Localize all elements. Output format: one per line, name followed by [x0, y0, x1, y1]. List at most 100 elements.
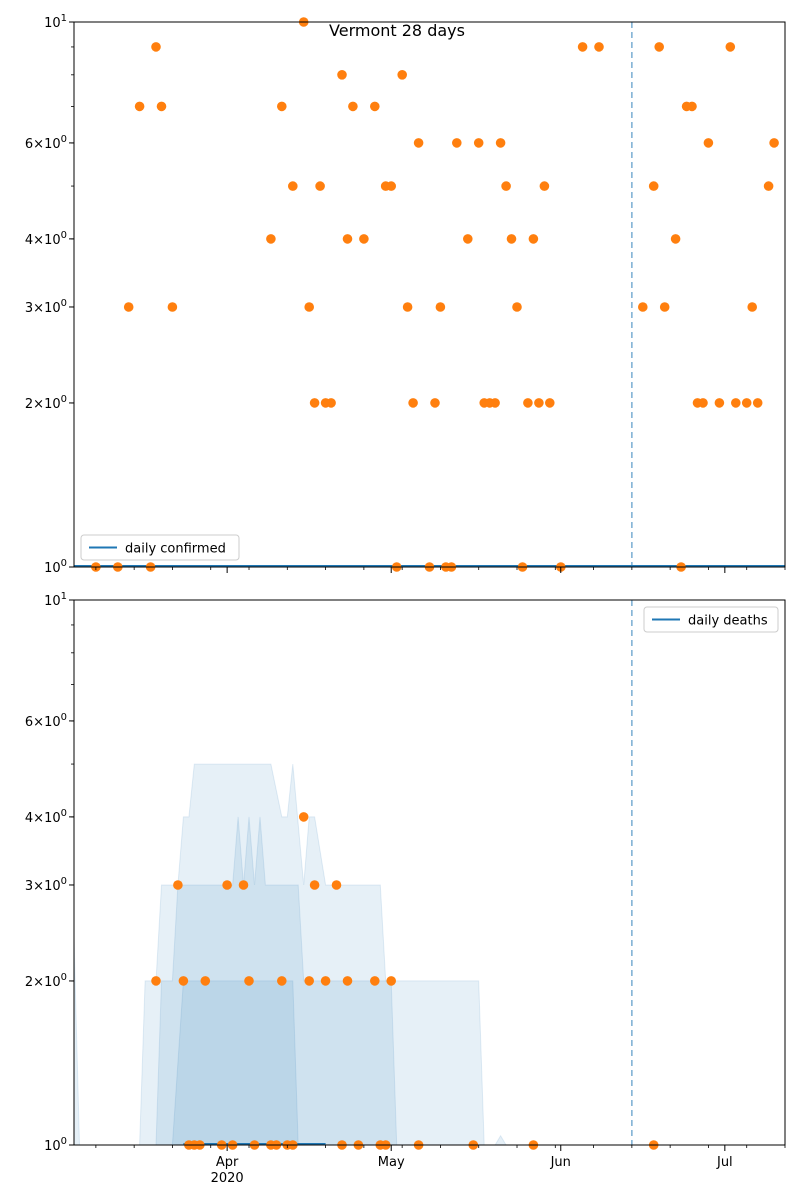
confidence-band-0: [74, 763, 507, 1145]
y-tick-label: 3×100: [25, 298, 67, 316]
data-point: [523, 398, 533, 408]
data-point: [370, 976, 380, 986]
legend: daily confirmed: [80, 534, 240, 561]
data-point: [298, 812, 309, 822]
data-point: [408, 398, 418, 408]
data-point: [222, 880, 232, 890]
data-point: [512, 302, 522, 312]
data-point: [331, 880, 342, 890]
data-point: [386, 976, 397, 986]
data-point: [244, 976, 254, 986]
data-point: [173, 880, 183, 890]
x-tick-label: Jun: [550, 1155, 571, 1170]
data-point: [397, 70, 408, 80]
data-point: [714, 398, 725, 408]
deaths-panel: 100 2×100 3×100 4×100 6×100 101 Apr May Jun Jul 20…: [25, 591, 786, 1186]
data-point: [654, 42, 664, 52]
data-point: [731, 398, 741, 408]
data-point: [402, 302, 413, 312]
data-point: [326, 398, 336, 408]
x-axis: [95, 567, 786, 573]
data-point: [648, 181, 659, 191]
y-tick-label: 6×100: [25, 134, 67, 152]
data-point: [151, 976, 161, 986]
y-axis: 100 2×100 3×100 4×100 6×100 101: [25, 591, 74, 1154]
data-point: [167, 302, 178, 312]
data-point: [752, 398, 763, 408]
data-point: [463, 234, 473, 244]
data-point: [200, 976, 211, 986]
data-point: [473, 138, 484, 148]
data-point: [304, 976, 315, 986]
data-point: [359, 234, 369, 244]
data-point: [747, 302, 757, 312]
data-point: [320, 976, 331, 986]
data-point: [539, 181, 550, 191]
data-point: [501, 181, 511, 191]
data-point: [134, 101, 145, 112]
data-point: [370, 101, 380, 112]
x-tick-label: May: [378, 1155, 405, 1170]
data-point: [277, 101, 287, 112]
data-point: [304, 302, 315, 312]
x-year-label: 2020: [211, 1171, 244, 1186]
data-point: [687, 101, 697, 112]
legend-label: daily deaths: [688, 614, 768, 629]
data-point: [342, 976, 353, 986]
plot-area: [74, 600, 633, 1145]
data-point: [577, 42, 588, 52]
data-point: [151, 42, 161, 52]
y-tick-label: 2×100: [25, 972, 67, 990]
data-point: [495, 138, 506, 148]
plot-area: [74, 22, 785, 567]
data-point: [670, 234, 681, 244]
data-point: [337, 70, 347, 80]
data-point: [763, 181, 774, 191]
data-point: [238, 880, 249, 890]
y-tick-label: 100: [44, 1136, 67, 1154]
legend: daily deaths: [643, 606, 779, 633]
data-point: [288, 181, 298, 191]
data-point: [178, 976, 189, 986]
y-tick-label: 100: [44, 558, 67, 576]
axes-frame: [73, 21, 786, 568]
data-point: [435, 302, 446, 312]
y-tick-label: 6×100: [25, 712, 67, 730]
y-axis: 100 2×100 3×100 4×100 6×100 101: [25, 13, 74, 576]
axes-frame: [73, 599, 786, 1146]
data-point: [698, 398, 708, 408]
data-point: [534, 398, 544, 408]
legend-label: daily confirmed: [125, 542, 226, 557]
data-point: [342, 234, 353, 244]
data-point: [309, 398, 320, 408]
y-tick-label: 4×100: [25, 230, 67, 248]
data-point: [638, 302, 648, 312]
confirmed-panel: 100 2×100 3×100 4×100 6×100 101 daily confirme…: [25, 13, 786, 576]
data-point: [594, 42, 604, 52]
y-tick-label: 101: [44, 13, 67, 31]
legend-box: [643, 606, 779, 633]
y-tick-label: 4×100: [25, 808, 67, 826]
x-tick-label: Jul: [716, 1155, 733, 1170]
legend-box: [80, 534, 240, 561]
data-point: [315, 181, 325, 191]
x-axis: Apr May Jun Jul 2020: [95, 1145, 786, 1186]
data-point: [725, 42, 736, 52]
data-point: [452, 138, 462, 148]
data-point: [545, 398, 555, 408]
data-point: [659, 302, 670, 312]
y-tick-label: 101: [44, 591, 67, 609]
data-point: [123, 302, 134, 312]
data-point: [386, 181, 397, 191]
y-tick-label: 3×100: [25, 876, 67, 894]
data-point: [309, 880, 320, 890]
data-point: [703, 138, 714, 148]
data-point: [156, 101, 167, 112]
data-point: [348, 101, 358, 112]
data-point: [413, 138, 424, 148]
data-point: [769, 138, 779, 148]
data-point: [741, 398, 752, 408]
chart-title: Vermont 28 days: [329, 21, 465, 40]
y-tick-label: 2×100: [25, 394, 67, 412]
